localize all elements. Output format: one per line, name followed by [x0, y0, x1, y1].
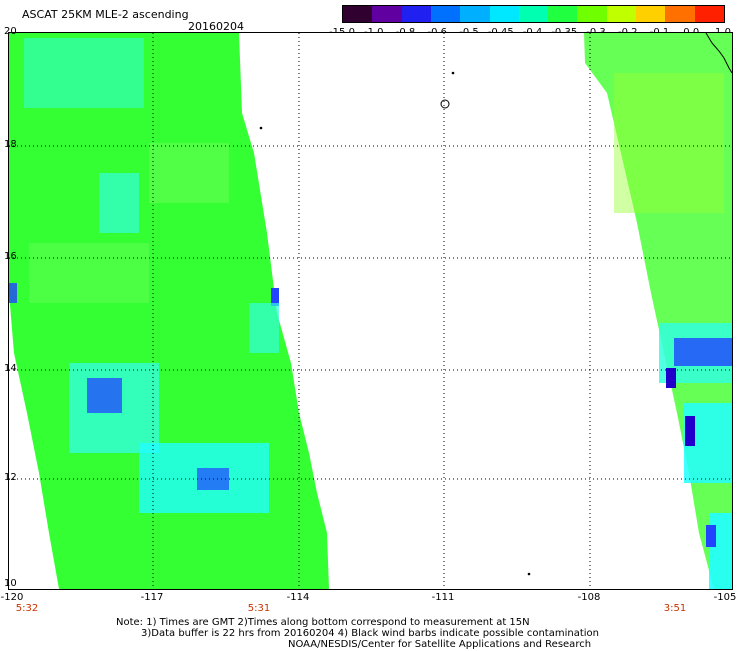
time-label-east: 3:51: [663, 603, 687, 614]
colorbar: [342, 5, 725, 23]
time-label-west: 5:32: [15, 603, 39, 614]
lat-label-16: 16: [4, 251, 17, 262]
colorbar-segment: [577, 6, 608, 22]
product-title: ASCAT 25KM MLE-2 ascending: [22, 8, 189, 21]
colorbar-segment: [548, 6, 578, 22]
coastline: [705, 33, 732, 74]
west-swath-blue-patch: [87, 378, 122, 413]
east-swath-cyan-patch: [709, 513, 732, 589]
lon-label-108: -108: [577, 592, 601, 603]
time-label-center: 5:31: [247, 603, 271, 614]
product-date: 20160204: [188, 20, 244, 33]
lat-label-14: 14: [4, 363, 17, 374]
island-dot: [451, 71, 455, 75]
island-dot: [259, 126, 263, 130]
lat-label-18: 18: [4, 139, 17, 150]
lon-label-117: -117: [140, 592, 164, 603]
colorbar-segment: [401, 6, 432, 22]
colorbar-segment: [606, 6, 637, 22]
colorbar-segment: [665, 6, 696, 22]
east-swath-blue-patch: [674, 338, 732, 366]
footer-credit: NOAA/NESDIS/Center for Satellite Applica…: [288, 639, 592, 650]
east-swath-darkblue-patch: [666, 368, 676, 388]
map-panel: [8, 32, 733, 590]
lon-label-120: -120: [0, 592, 24, 603]
west-swath-cyan-edge: [249, 303, 279, 353]
island-dot: [527, 572, 531, 576]
footer-note-line2: 3)Data buffer is 22 hrs from 20160204 4)…: [141, 628, 599, 639]
colorbar-segment: [430, 6, 461, 22]
colorbar-segment: [489, 6, 520, 22]
island-outline: [440, 99, 450, 109]
west-swath-cyan-patch: [24, 38, 144, 108]
colorbar-segment: [372, 6, 403, 22]
west-swath-lightgreen-patch: [149, 143, 229, 203]
lat-label-20: 20: [4, 26, 17, 37]
west-swath-blue-edge: [271, 288, 279, 306]
lat-label-12: 12: [4, 472, 17, 483]
lon-label-105: -105: [713, 592, 737, 603]
east-swath-darkblue-patch: [685, 416, 695, 446]
colorbar-segment: [518, 6, 549, 22]
colorbar-segment: [636, 6, 666, 22]
map-canvas: [9, 33, 732, 589]
west-swath-blue-edge: [9, 283, 17, 303]
colorbar-segment: [343, 6, 373, 22]
lon-label-114: -114: [286, 592, 310, 603]
lat-label-10: 10: [4, 578, 17, 589]
west-swath-cyan-patch: [99, 173, 139, 233]
footer-note-line1: Note: 1) Times are GMT 2)Times along bot…: [116, 617, 530, 628]
lon-label-111: -111: [431, 592, 455, 603]
east-swath-yellowgreen-patch: [614, 73, 724, 213]
west-swath-lightgreen-patch: [29, 243, 149, 303]
east-swath-blue-patch: [706, 525, 716, 547]
colorbar-segment: [460, 6, 491, 22]
colorbar-segment: [694, 6, 725, 22]
